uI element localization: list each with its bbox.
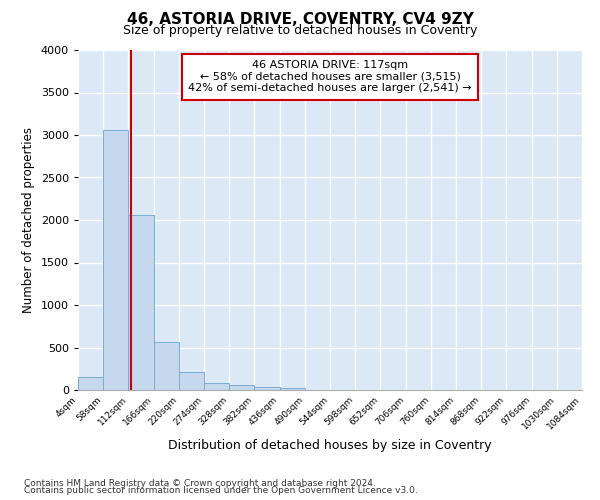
Bar xyxy=(78,378,103,390)
Bar xyxy=(103,130,128,390)
Bar xyxy=(280,388,305,390)
Bar xyxy=(128,215,154,390)
Bar xyxy=(204,383,229,390)
Text: Contains public sector information licensed under the Open Government Licence v3: Contains public sector information licen… xyxy=(24,486,418,495)
Bar xyxy=(254,388,280,390)
Text: 46 ASTORIA DRIVE: 117sqm
← 58% of detached houses are smaller (3,515)
42% of sem: 46 ASTORIA DRIVE: 117sqm ← 58% of detach… xyxy=(188,60,472,94)
X-axis label: Distribution of detached houses by size in Coventry: Distribution of detached houses by size … xyxy=(168,440,492,452)
Bar xyxy=(154,342,179,390)
Y-axis label: Number of detached properties: Number of detached properties xyxy=(22,127,35,313)
Text: Contains HM Land Registry data © Crown copyright and database right 2024.: Contains HM Land Registry data © Crown c… xyxy=(24,478,376,488)
Text: 46, ASTORIA DRIVE, COVENTRY, CV4 9ZY: 46, ASTORIA DRIVE, COVENTRY, CV4 9ZY xyxy=(127,12,473,28)
Bar xyxy=(229,386,254,390)
Text: Size of property relative to detached houses in Coventry: Size of property relative to detached ho… xyxy=(123,24,477,37)
Bar xyxy=(179,372,204,390)
